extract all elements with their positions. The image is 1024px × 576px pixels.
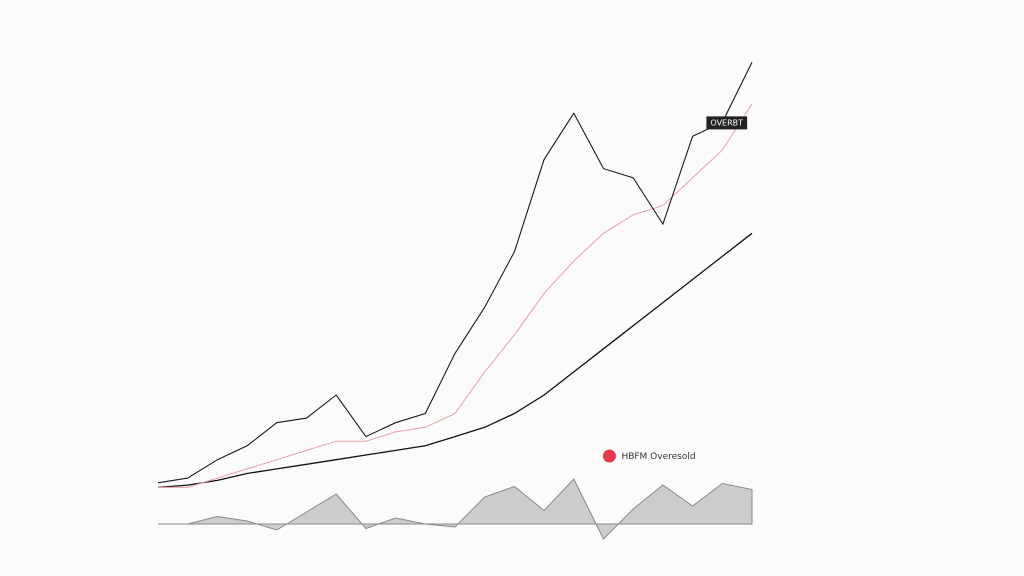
price-line bbox=[157, 62, 753, 484]
overbought-tag-text: OVERBT bbox=[710, 118, 743, 127]
legend-dot-icon bbox=[602, 449, 616, 463]
overbought-tag: OVERBT bbox=[706, 116, 748, 130]
main-panel bbox=[157, 62, 753, 489]
slow-ma-line bbox=[157, 232, 753, 489]
oscillator-area bbox=[158, 478, 753, 540]
oscillator-panel bbox=[158, 478, 753, 540]
legend: HBFM Overesold bbox=[602, 449, 696, 463]
overbought-tag-background bbox=[706, 116, 748, 130]
fast-ma-line bbox=[158, 103, 753, 488]
legend-label: HBFM Overesold bbox=[621, 452, 695, 462]
